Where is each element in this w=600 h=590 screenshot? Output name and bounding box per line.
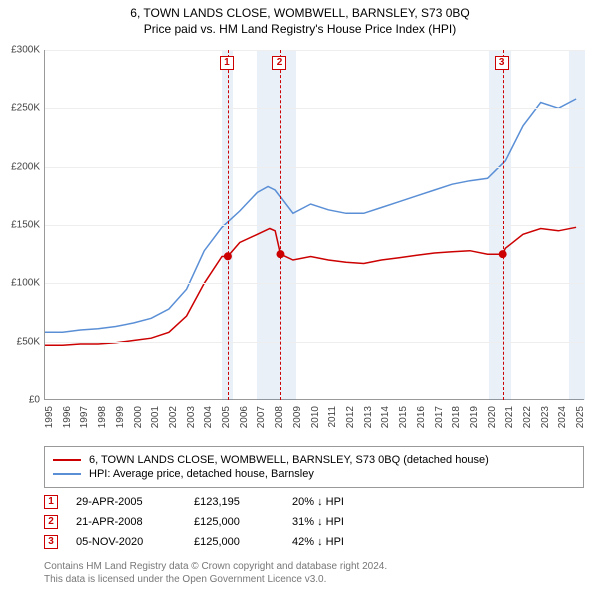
y-tick-label: £150K bbox=[11, 220, 40, 231]
legend-label: 6, TOWN LANDS CLOSE, WOMBWELL, BARNSLEY,… bbox=[89, 454, 489, 466]
credits-line-2: This data is licensed under the Open Gov… bbox=[44, 573, 387, 586]
credits-line-1: Contains HM Land Registry data © Crown c… bbox=[44, 560, 387, 573]
legend-label: HPI: Average price, detached house, Barn… bbox=[89, 468, 314, 480]
y-tick-label: £250K bbox=[11, 103, 40, 114]
x-tick-label: 2005 bbox=[221, 406, 232, 428]
x-tick-label: 2015 bbox=[398, 406, 409, 428]
chart-plot-area bbox=[44, 50, 584, 400]
x-tick-label: 1997 bbox=[79, 406, 90, 428]
credits-text: Contains HM Land Registry data © Crown c… bbox=[44, 560, 387, 586]
sales-price: £125,000 bbox=[194, 516, 274, 528]
x-tick-label: 2004 bbox=[203, 406, 214, 428]
x-tick-label: 2025 bbox=[575, 406, 586, 428]
series-line-hpi bbox=[45, 99, 576, 332]
x-tick-label: 2020 bbox=[487, 406, 498, 428]
x-tick-label: 1995 bbox=[44, 406, 55, 428]
x-tick-label: 2002 bbox=[168, 406, 179, 428]
x-tick-label: 2022 bbox=[522, 406, 533, 428]
marker-vline bbox=[228, 50, 229, 400]
x-tick-label: 2014 bbox=[380, 406, 391, 428]
x-tick-label: 1999 bbox=[115, 406, 126, 428]
sales-diff: 42% ↓ HPI bbox=[292, 536, 392, 548]
x-tick-label: 2013 bbox=[363, 406, 374, 428]
marker-vline bbox=[503, 50, 504, 400]
x-tick-label: 2000 bbox=[133, 406, 144, 428]
x-tick-label: 2001 bbox=[150, 406, 161, 428]
y-tick-label: £200K bbox=[11, 161, 40, 172]
x-tick-label: 2012 bbox=[345, 406, 356, 428]
sales-row: 3 05-NOV-2020 £125,000 42% ↓ HPI bbox=[44, 532, 584, 552]
x-tick-label: 2024 bbox=[557, 406, 568, 428]
legend-swatch bbox=[53, 473, 81, 475]
x-tick-label: 2019 bbox=[469, 406, 480, 428]
sales-diff: 31% ↓ HPI bbox=[292, 516, 392, 528]
sales-row: 1 29-APR-2005 £123,195 20% ↓ HPI bbox=[44, 492, 584, 512]
sales-table: 1 29-APR-2005 £123,195 20% ↓ HPI 2 21-APR-200… bbox=[44, 492, 584, 552]
sales-price: £125,000 bbox=[194, 536, 274, 548]
chart-subtitle: Price paid vs. HM Land Registry's House … bbox=[0, 20, 600, 36]
legend-item: HPI: Average price, detached house, Barn… bbox=[53, 467, 575, 481]
x-tick-label: 2017 bbox=[434, 406, 445, 428]
sales-price: £123,195 bbox=[194, 496, 274, 508]
x-tick-label: 2003 bbox=[186, 406, 197, 428]
sales-date: 29-APR-2005 bbox=[76, 496, 176, 508]
x-tick-label: 2016 bbox=[416, 406, 427, 428]
x-tick-label: 2021 bbox=[504, 406, 515, 428]
x-axis: 1995 1996 1997 1998 1999 2000 2001 2002 2003 2004… bbox=[44, 400, 584, 440]
sales-marker: 3 bbox=[44, 535, 58, 549]
y-tick-label: £50K bbox=[17, 336, 40, 347]
marker-vline bbox=[280, 50, 281, 400]
x-tick-label: 2023 bbox=[540, 406, 551, 428]
x-tick-label: 2010 bbox=[310, 406, 321, 428]
x-tick-label: 1998 bbox=[97, 406, 108, 428]
x-tick-label: 2009 bbox=[292, 406, 303, 428]
sales-marker: 2 bbox=[44, 515, 58, 529]
sales-date: 21-APR-2008 bbox=[76, 516, 176, 528]
marker-label: 1 bbox=[220, 56, 234, 70]
x-tick-label: 2011 bbox=[327, 406, 338, 428]
series-line-property bbox=[45, 227, 576, 345]
legend-item: 6, TOWN LANDS CLOSE, WOMBWELL, BARNSLEY,… bbox=[53, 453, 575, 467]
sales-diff: 20% ↓ HPI bbox=[292, 496, 392, 508]
x-tick-label: 2007 bbox=[256, 406, 267, 428]
x-tick-label: 2018 bbox=[451, 406, 462, 428]
sales-marker: 1 bbox=[44, 495, 58, 509]
marker-label: 3 bbox=[495, 56, 509, 70]
x-tick-label: 2008 bbox=[274, 406, 285, 428]
sales-row: 2 21-APR-2008 £125,000 31% ↓ HPI bbox=[44, 512, 584, 532]
marker-label: 2 bbox=[272, 56, 286, 70]
chart-title: 6, TOWN LANDS CLOSE, WOMBWELL, BARNSLEY,… bbox=[0, 0, 600, 20]
x-tick-label: 2006 bbox=[239, 406, 250, 428]
sales-date: 05-NOV-2020 bbox=[76, 536, 176, 548]
chart-legend: 6, TOWN LANDS CLOSE, WOMBWELL, BARNSLEY,… bbox=[44, 446, 584, 488]
y-tick-label: £300K bbox=[11, 45, 40, 56]
x-tick-label: 1996 bbox=[62, 406, 73, 428]
y-tick-label: £0 bbox=[29, 395, 40, 406]
y-tick-label: £100K bbox=[11, 278, 40, 289]
legend-swatch bbox=[53, 459, 81, 461]
y-axis: £0£50K£100K£150K£200K£250K£300K bbox=[0, 50, 44, 400]
